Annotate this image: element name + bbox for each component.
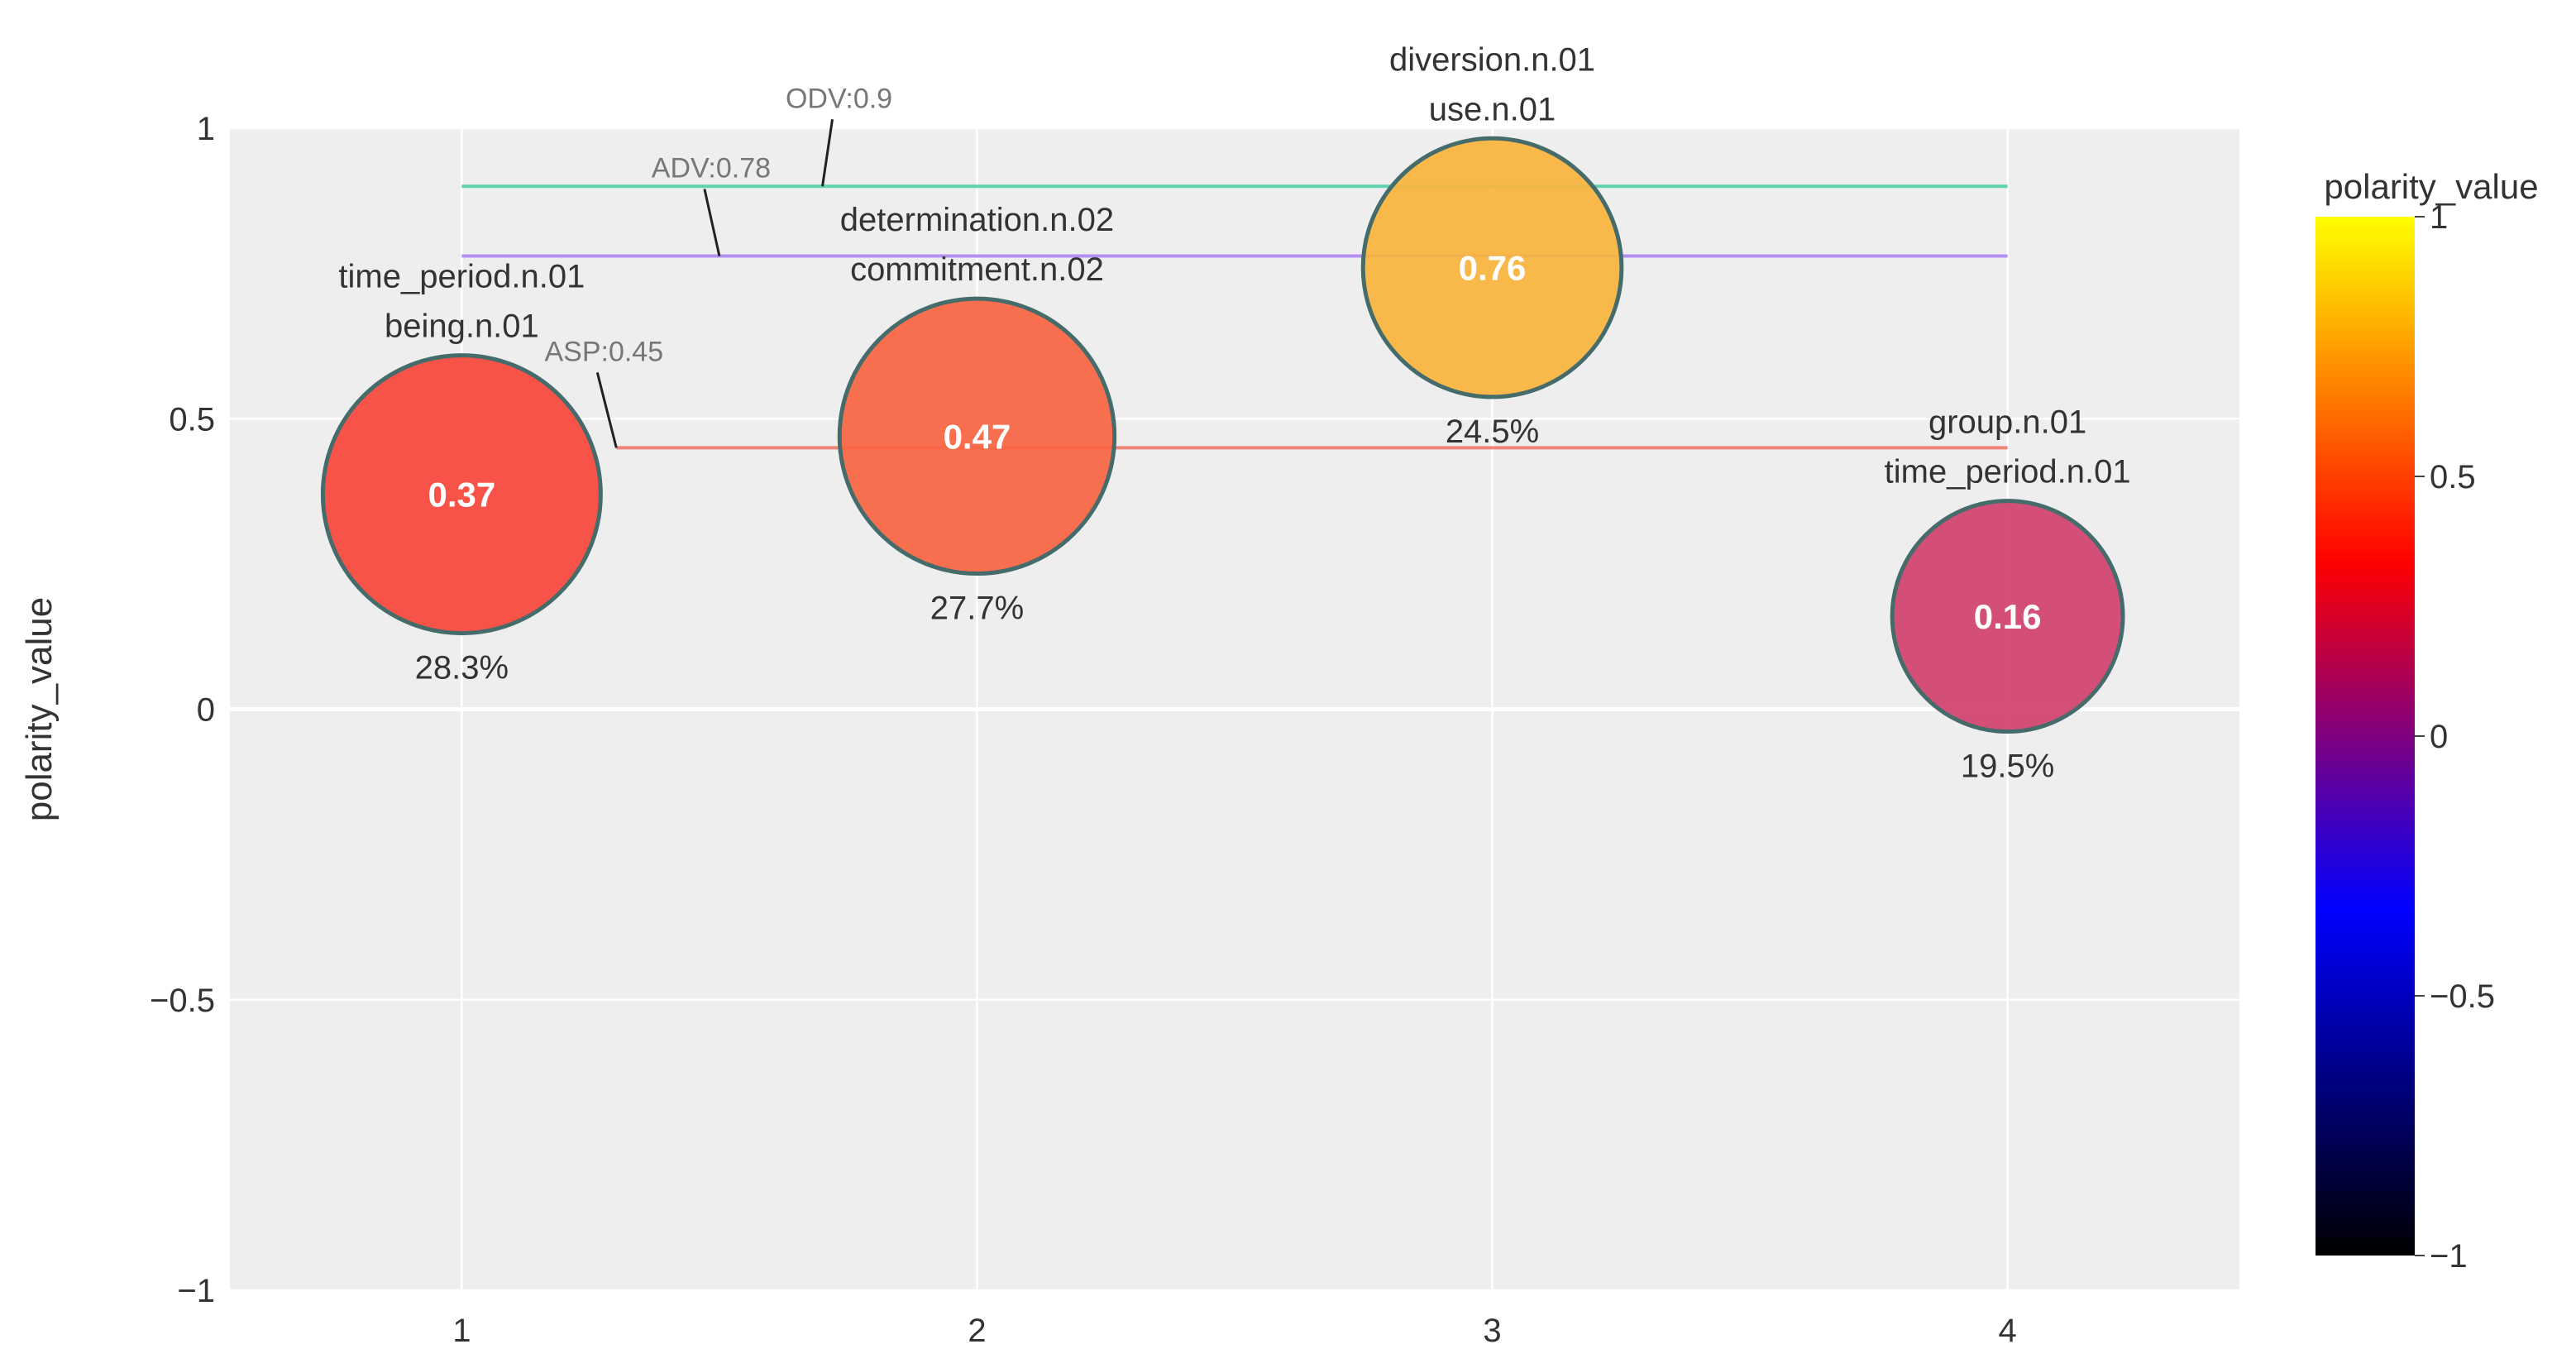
bubble-category-label: being.n.01 [385, 309, 539, 345]
bubble-category-label: group.n.01 [1928, 404, 2086, 441]
bubble-category-label: time_period.n.01 [1885, 454, 2131, 490]
colorbar-tick-label: 1 [2430, 199, 2448, 236]
colorbar-tick-label: 0.5 [2430, 459, 2476, 495]
bubble-category-label: determination.n.02 [840, 202, 1114, 238]
annotation-leader-adv [703, 189, 721, 256]
x-tick-label: 3 [1483, 1313, 1501, 1349]
bubble-category-label: diversion.n.01 [1389, 41, 1595, 78]
colorbar-tick-label: −0.5 [2430, 978, 2495, 1015]
bubble [1890, 499, 2125, 734]
colorbar-tick-label: 0 [2430, 719, 2448, 755]
bubble [1360, 136, 1624, 399]
bubble-share-label: 28.3% [415, 650, 509, 686]
annotation-label-asp: ASP:0.45 [544, 336, 663, 367]
annotation-leader-odv [821, 119, 834, 187]
bubble-category-label: time_period.n.01 [338, 259, 585, 295]
colorbar-tick-label: −1 [2430, 1238, 2468, 1275]
y-axis-title: polarity_value [19, 597, 60, 822]
y-tick-label: 0 [197, 692, 215, 729]
x-tick-label: 1 [452, 1313, 471, 1349]
colorbar-title: polarity_value [2324, 167, 2538, 206]
y-tick-label: −0.5 [150, 983, 215, 1019]
bubble-share-label: 27.7% [930, 591, 1024, 627]
bubble-value-label: 0.37 [428, 476, 496, 514]
y-tick-label: 1 [197, 111, 215, 147]
bubble-value-label: 0.47 [944, 417, 1011, 456]
bubble [320, 353, 603, 636]
annotation-leader-asp [595, 372, 618, 448]
bubble-value-label: 0.76 [1459, 249, 1527, 288]
bubble-value-label: 0.16 [1974, 597, 2042, 636]
annotation-label-adv: ADV:0.78 [652, 153, 771, 184]
annotation-label-odv: ODV:0.9 [786, 83, 892, 114]
bubble [837, 296, 1117, 576]
y-tick-label: −1 [177, 1273, 215, 1309]
bubble-category-label: commitment.n.02 [850, 251, 1104, 288]
x-tick-label: 4 [1998, 1313, 2016, 1349]
y-tick-label: 0.5 [169, 401, 215, 438]
bubble-share-label: 24.5% [1446, 414, 1539, 450]
x-tick-label: 2 [968, 1313, 986, 1349]
colorbar [2316, 217, 2415, 1256]
bubble-category-label: use.n.01 [1429, 91, 1556, 127]
bubble-share-label: 19.5% [1961, 749, 2054, 785]
